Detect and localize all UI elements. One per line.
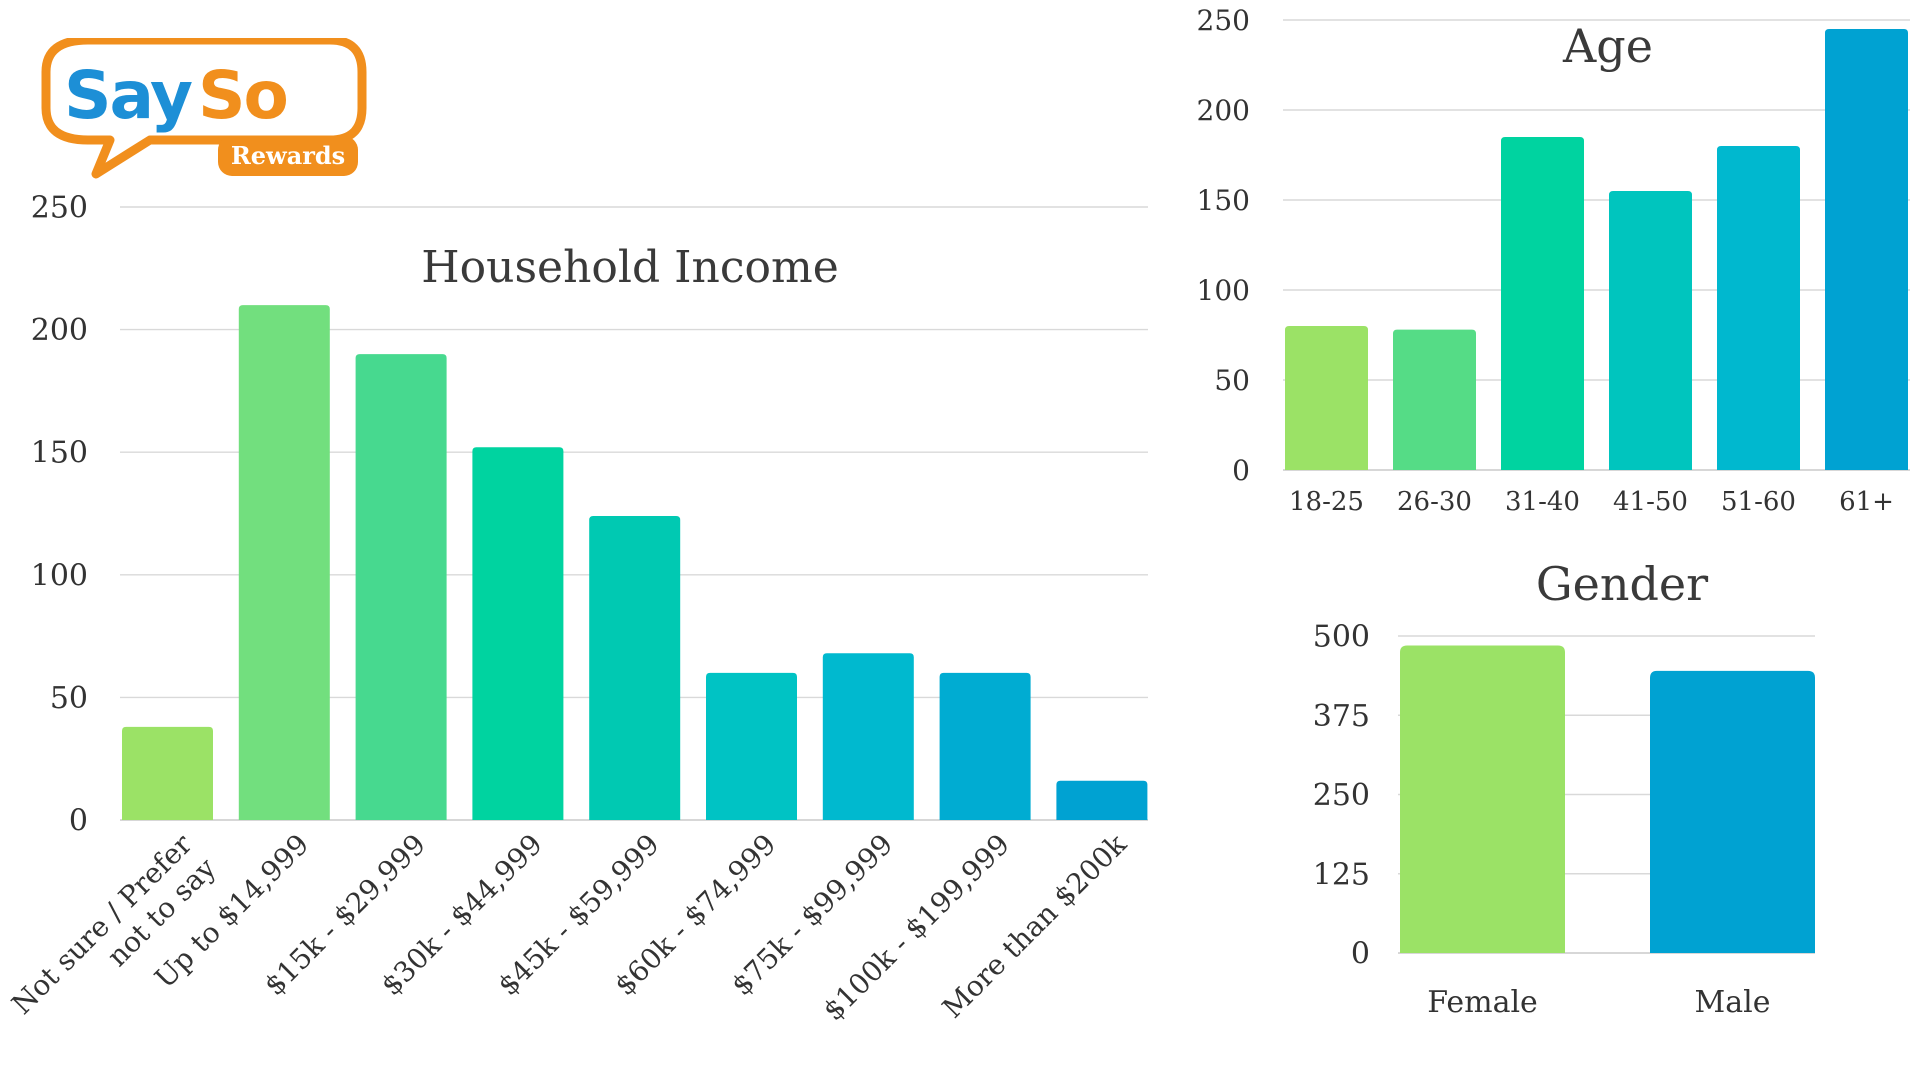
logo-speech-bubble bbox=[41, 35, 367, 179]
age-bar bbox=[1825, 29, 1908, 470]
gender-y-tick-label: 250 bbox=[1313, 778, 1370, 813]
income-bar bbox=[122, 726, 213, 820]
age-y-tick-label: 50 bbox=[1214, 364, 1250, 397]
gender-category-label: Male bbox=[1695, 985, 1771, 1020]
income-bar bbox=[706, 672, 797, 820]
logo-brand-text-so: So bbox=[198, 57, 287, 134]
income-bar bbox=[472, 447, 564, 820]
income-bar bbox=[822, 653, 914, 820]
sayso-rewards-logo: Say So Rewards bbox=[40, 35, 370, 183]
income-bar bbox=[939, 672, 1031, 820]
age-category-label: 31-40 bbox=[1505, 487, 1580, 517]
age-y-tick-label: 250 bbox=[1197, 4, 1250, 37]
age-category-label: 41-50 bbox=[1613, 487, 1688, 517]
gender-chart-title: Gender bbox=[1536, 557, 1708, 611]
age-bar bbox=[1501, 137, 1584, 470]
income-bar bbox=[238, 305, 330, 821]
age-chart-title: Age bbox=[1562, 19, 1653, 73]
age-y-tick-label: 100 bbox=[1197, 274, 1250, 307]
income-y-tick-label: 50 bbox=[50, 681, 88, 716]
income-y-tick-label: 0 bbox=[69, 804, 88, 839]
logo-brand-text: Say bbox=[64, 57, 192, 134]
gender-bar bbox=[1650, 670, 1815, 953]
income-bar bbox=[355, 354, 447, 820]
logo-rewards-badge bbox=[218, 136, 358, 176]
age-y-tick-label: 200 bbox=[1197, 94, 1250, 127]
age-category-label: 18-25 bbox=[1289, 487, 1364, 517]
income-bar bbox=[589, 515, 681, 820]
income-chart-title: Household Income bbox=[421, 242, 838, 293]
income-bar bbox=[1056, 780, 1148, 820]
age-y-tick-label: 0 bbox=[1232, 454, 1250, 487]
age-bar bbox=[1285, 326, 1368, 470]
gender-y-tick-label: 0 bbox=[1351, 937, 1370, 972]
income-y-tick-label: 150 bbox=[31, 436, 88, 471]
income-y-tick-label: 200 bbox=[31, 313, 88, 348]
age-bar bbox=[1717, 146, 1800, 470]
gender-y-tick-label: 375 bbox=[1313, 699, 1370, 734]
age-category-label: 26-30 bbox=[1397, 487, 1472, 517]
age-bar bbox=[1609, 191, 1692, 470]
age-category-label: 61+ bbox=[1839, 487, 1894, 517]
gender-y-tick-label: 125 bbox=[1313, 857, 1370, 892]
income-y-tick-label: 250 bbox=[31, 191, 88, 226]
age-bar bbox=[1393, 329, 1476, 470]
gender-bar bbox=[1400, 645, 1565, 953]
gender-category-label: Female bbox=[1427, 985, 1538, 1020]
age-y-tick-label: 150 bbox=[1197, 184, 1250, 217]
logo-rewards-text: Rewards bbox=[231, 141, 345, 170]
age-category-label: 51-60 bbox=[1721, 487, 1796, 517]
gender-y-tick-label: 500 bbox=[1313, 620, 1370, 655]
income-y-tick-label: 100 bbox=[31, 558, 88, 593]
